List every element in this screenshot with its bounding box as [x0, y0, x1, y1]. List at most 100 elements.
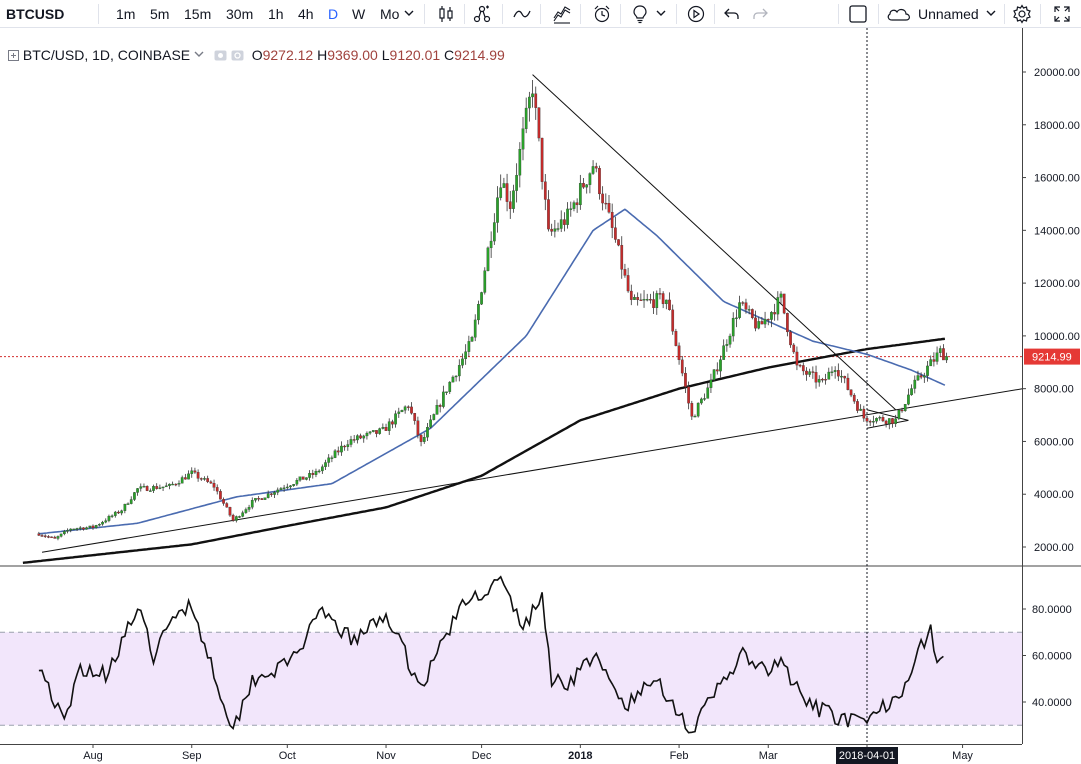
settings-gear-icon[interactable]: [1012, 4, 1032, 24]
price-tick-label: 8000.00: [1034, 384, 1074, 396]
symbol-selector[interactable]: BTCUSD: [6, 6, 65, 22]
candle-body: [406, 406, 410, 408]
candle-body: [725, 344, 729, 346]
candle-body: [505, 183, 509, 202]
candle-body: [578, 183, 582, 206]
rsi-tick-label: 40.0000: [1032, 697, 1072, 709]
alert-icon[interactable]: [592, 4, 612, 24]
price-tick-label: 20000.00: [1034, 67, 1080, 79]
candle-body: [585, 184, 589, 188]
interval-w[interactable]: W: [352, 6, 366, 22]
candle-body: [184, 477, 187, 480]
open-label: O: [251, 47, 263, 63]
candle-body: [120, 510, 124, 514]
candle-body: [687, 386, 690, 404]
undo-icon[interactable]: [722, 4, 742, 24]
interval-1m[interactable]: 1m: [116, 6, 136, 22]
candle-body: [741, 302, 745, 304]
redo-icon[interactable]: [750, 4, 770, 24]
toolbar-divider: [676, 4, 677, 24]
candle-body: [47, 536, 50, 538]
bars-style-icon[interactable]: [436, 4, 456, 24]
candle-body: [305, 477, 308, 480]
interval-30m[interactable]: 30m: [226, 6, 254, 22]
replay-icon[interactable]: [686, 4, 706, 24]
interval-15m[interactable]: 15m: [184, 6, 212, 22]
compare-icon[interactable]: [472, 4, 492, 24]
toolbar-divider: [620, 4, 621, 24]
candle-body: [843, 375, 847, 379]
fullscreen-icon[interactable]: [1052, 4, 1072, 24]
interval-5m[interactable]: 5m: [150, 6, 170, 22]
candle-body: [394, 413, 397, 425]
candle-body: [231, 514, 235, 521]
candle-body: [209, 481, 213, 484]
candle-body: [473, 319, 477, 338]
candle-body: [155, 486, 159, 489]
candle-body: [910, 388, 913, 396]
candle-body: [846, 377, 850, 390]
candle-body: [614, 227, 617, 240]
interval-mo[interactable]: Mo: [380, 6, 400, 22]
settings-small-icon[interactable]: [231, 50, 244, 61]
candle-body: [913, 379, 917, 389]
low-value: 9120.01: [389, 47, 441, 63]
eye-icon[interactable]: [214, 50, 227, 61]
idea-dropdown-icon[interactable]: [656, 10, 666, 18]
candle-body: [668, 299, 671, 311]
candle-body: [257, 498, 260, 500]
candle-body: [113, 511, 117, 516]
templates-icon[interactable]: [552, 4, 572, 24]
fast-moving-average-line: [38, 208, 946, 535]
candle-body: [123, 503, 127, 511]
legend-title[interactable]: BTC/USD, 1D, COINBASE: [22, 47, 191, 63]
indicators-icon[interactable]: [512, 4, 532, 24]
candle-body: [907, 394, 910, 405]
candle-body: [852, 394, 856, 402]
candle-body: [225, 503, 229, 508]
cloud-save-icon[interactable]: [886, 4, 912, 24]
candle-body: [174, 483, 178, 486]
candle-body: [438, 405, 442, 407]
candle-body: [706, 387, 710, 399]
candle-body: [50, 536, 53, 538]
chart-area[interactable]: 2000.00 4000.00 6000.00 8000.00 10000.00 1200…: [0, 28, 1081, 764]
candle-body: [563, 219, 566, 225]
candle-body: [362, 435, 366, 439]
candle-body: [37, 533, 41, 536]
candle-body: [78, 527, 82, 529]
idea-lightbulb-icon[interactable]: [630, 4, 650, 24]
candle-body: [649, 299, 652, 301]
candle-body: [849, 389, 853, 396]
layout-dropdown-icon[interactable]: [986, 10, 996, 18]
candle-body: [206, 478, 210, 482]
candle-body: [148, 490, 152, 492]
candle-body: [282, 487, 286, 489]
interval-4h[interactable]: 4h: [298, 6, 314, 22]
candle-body: [403, 406, 407, 411]
interval-1h[interactable]: 1h: [268, 6, 284, 22]
candle-body: [782, 293, 786, 314]
symbol-dropdown-icon[interactable]: [194, 51, 204, 59]
rsi-tick-label: 60.0000: [1032, 651, 1072, 663]
candle-body: [234, 516, 238, 521]
candle-body: [483, 270, 487, 293]
trendline-uptrend: [41, 388, 1024, 553]
candle-body: [588, 173, 592, 185]
high-value: 9369.00: [327, 47, 378, 63]
candle-body: [903, 404, 907, 411]
candle-body: [333, 450, 337, 458]
collapse-icon[interactable]: [8, 50, 19, 61]
candle-body: [477, 304, 480, 321]
candle-body: [652, 299, 655, 309]
interval-d[interactable]: D: [328, 6, 339, 22]
candle-body: [779, 293, 783, 298]
trendline-wedge-lower: [866, 419, 909, 429]
select-checkbox-icon[interactable]: [848, 4, 868, 24]
candle-body: [821, 378, 824, 381]
layout-name[interactable]: Unnamed: [918, 6, 979, 22]
interval-dropdown-icon[interactable]: [404, 10, 414, 18]
candle-body: [878, 417, 882, 419]
candle-body: [75, 528, 79, 530]
candle-body: [872, 421, 875, 423]
